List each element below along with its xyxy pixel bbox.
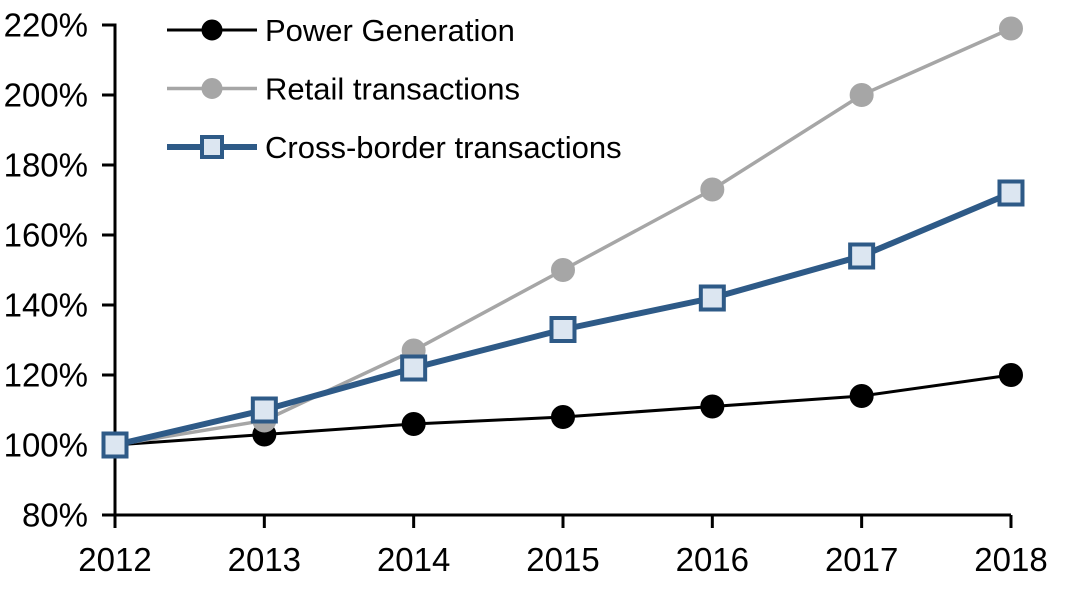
legend-item-retail-transactions: Retail transactions — [167, 72, 520, 107]
y-tick-label: 80% — [22, 497, 88, 534]
y-tick-label: 180% — [4, 147, 88, 184]
x-tick-label: 2012 — [78, 541, 151, 578]
y-tick-label: 120% — [4, 357, 88, 394]
legend: Power Generation Retail transactions Cross… — [167, 13, 622, 165]
y-tick-label: 200% — [4, 77, 88, 114]
legend-marker-cross-border-transactions-square-icon — [200, 135, 224, 159]
y-tick-label: 100% — [4, 427, 88, 464]
legend-label: Power Generation — [265, 13, 515, 48]
x-tick-label: 2016 — [676, 541, 749, 578]
legend-marker-power-generation-circle-icon — [201, 19, 223, 41]
y-tick-label: 220% — [4, 7, 88, 44]
marker-retail-transactions-circle-icon — [550, 258, 575, 282]
x-tick-label: 2013 — [228, 541, 301, 578]
series-line-retail-transactions — [113, 26, 1013, 447]
marker-cross-border-transactions-square-icon — [250, 396, 278, 424]
y-tick-label: 140% — [4, 287, 88, 324]
legend-item-cross-border-transactions: Cross-border transactions — [167, 130, 622, 165]
legend-label: Retail transactions — [265, 72, 520, 107]
series-cross-border-transactions — [101, 179, 1025, 459]
x-tick-label: 2014 — [377, 541, 450, 578]
marker-cross-border-transactions-square-icon — [549, 316, 577, 343]
x-tick-label: 2015 — [526, 541, 599, 578]
series-power-generation — [103, 363, 1023, 457]
marker-power-generation-circle-icon — [401, 412, 426, 436]
marker-cross-border-transactions-square-icon — [997, 179, 1025, 207]
marker-cross-border-transactions-square-icon — [698, 284, 726, 312]
marker-power-generation-circle-icon — [700, 394, 725, 419]
legend-marker-retail-transactions-circle-icon — [201, 78, 223, 99]
y-tick-label: 160% — [4, 217, 88, 254]
axes: 80% 100% 120% 140% 160% 180% 200% 220% 2012 2013 2… — [4, 7, 1048, 579]
marker-cross-border-transactions-square-icon — [101, 431, 129, 459]
legend-label: Cross-border transactions — [265, 130, 622, 165]
series-retail-transactions — [103, 16, 1023, 457]
marker-cross-border-transactions-square-icon — [400, 354, 428, 382]
legend-item-power-generation: Power Generation — [167, 13, 515, 48]
marker-power-generation-circle-icon — [550, 405, 575, 429]
marker-cross-border-transactions-square-icon — [848, 242, 876, 270]
marker-power-generation-circle-icon — [849, 384, 874, 408]
marker-retail-transactions-circle-icon — [849, 83, 874, 107]
marker-power-generation-circle-icon — [998, 363, 1023, 387]
x-tick-label: 2017 — [825, 541, 898, 578]
x-tick-label: 2018 — [974, 541, 1047, 578]
marker-retail-transactions-circle-icon — [998, 16, 1023, 41]
marker-retail-transactions-circle-icon — [700, 177, 725, 202]
